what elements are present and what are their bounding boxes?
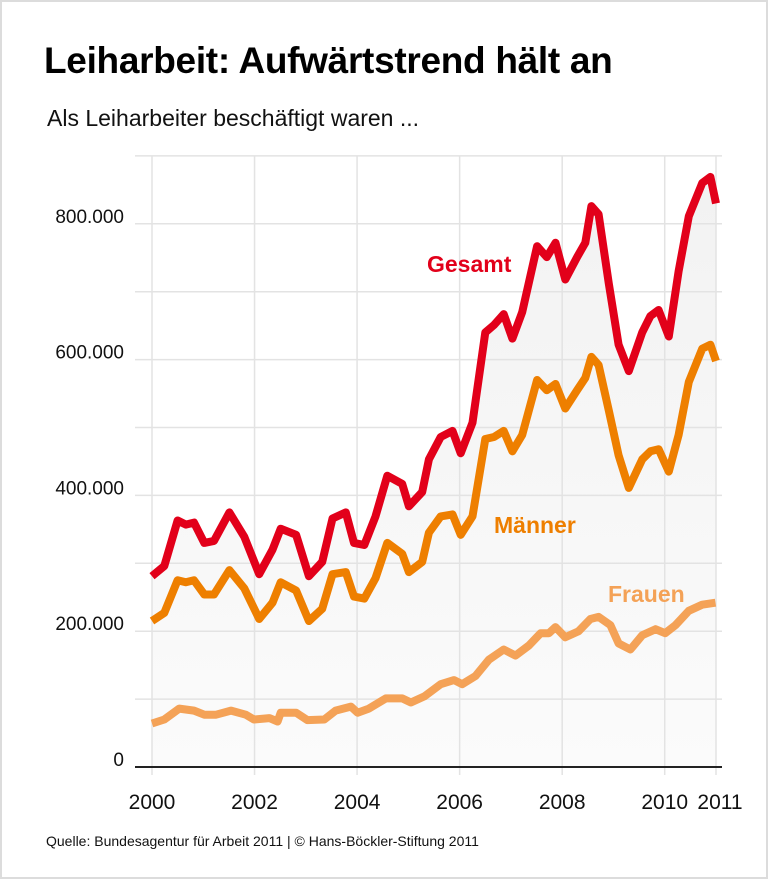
line-chart: 0 200.000 400.000 600.000 800.000 2000 2002 200… [55,155,743,814]
chart-title: Leiharbeit: Aufwärtstrend hält an [44,40,613,81]
y-tick-label: 400.000 [55,478,124,499]
series-label-gesamt: Gesamt [427,251,512,277]
x-tick-label: 2008 [539,791,586,814]
x-tick-label: 2000 [129,791,176,814]
shaded-area [152,176,716,767]
area-under-total [152,176,716,767]
y-tick-label: 600.000 [55,343,124,364]
y-tick-label: 800.000 [55,207,124,228]
series-labels: Gesamt Männer Frauen [427,251,685,607]
series-label-maenner: Männer [494,512,576,538]
series-label-frauen: Frauen [608,581,685,607]
x-tick-label: 2010 [641,791,688,814]
x-tick-label: 2006 [436,791,483,814]
source-note: Quelle: Bundesagentur für Arbeit 2011 | … [46,833,479,849]
series-lines [149,172,720,728]
series-line-männer [149,340,720,625]
series-line-gesamt [149,172,720,581]
series-line-frauen [150,598,717,728]
y-tick-label: 0 [113,750,124,771]
axes: 0 200.000 400.000 600.000 800.000 2000 2002 200… [55,207,742,814]
x-tick-label: 2002 [231,791,278,814]
x-tick-label: 2004 [334,791,381,814]
y-tick-label: 200.000 [55,614,124,635]
chart-subtitle: Als Leiharbeiter beschäftigt waren ... [47,105,420,131]
x-tick-label: 2011 [697,791,742,814]
